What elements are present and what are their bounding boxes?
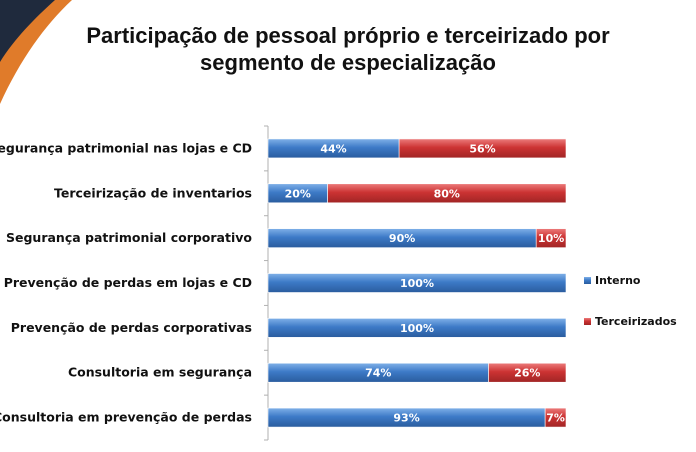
data-label: 90% — [389, 232, 415, 245]
category-label: Segurança patrimonial nas lojas e CD — [0, 140, 252, 155]
corner-dark-shape — [0, 0, 55, 62]
data-label: 44% — [320, 142, 346, 155]
legend-label-interno: Interno — [595, 274, 641, 287]
category-label: Prevenção de perdas em lojas e CD — [4, 275, 252, 290]
legend-swatch-interno — [584, 277, 591, 284]
data-label: 56% — [469, 142, 495, 155]
category-label: Consultoria em segurança — [68, 365, 252, 380]
category-label: Prevenção de perdas corporativas — [11, 320, 252, 335]
data-label: 74% — [365, 367, 391, 380]
data-label: 100% — [400, 322, 434, 335]
corner-decoration — [0, 0, 72, 104]
data-label: 100% — [400, 277, 434, 290]
bar-terceirizados — [398, 138, 567, 159]
data-label: 80% — [434, 187, 460, 200]
data-label: 26% — [514, 367, 540, 380]
chart-title: Participação de pessoal próprio e tercei… — [0, 22, 696, 76]
chart-title-line2: segmento de especialização — [200, 50, 496, 75]
data-label: 10% — [538, 232, 564, 245]
bar-terceirizados — [488, 362, 567, 383]
data-label: 20% — [285, 187, 311, 200]
bar-terceirizados — [544, 407, 567, 428]
chart-title-line1: Participação de pessoal próprio e tercei… — [86, 23, 610, 48]
data-label: 7% — [546, 412, 565, 425]
bar-terceirizados — [535, 228, 567, 248]
category-label: Consultoria em prevenção de perdas — [0, 410, 252, 425]
category-label: Terceirização de inventarios — [54, 185, 252, 200]
data-label: 93% — [393, 412, 419, 425]
legend-label-terceirizados: Terceirizados — [595, 315, 677, 328]
category-label: Segurança patrimonial corporativo — [6, 230, 252, 245]
bar-terceirizados — [327, 183, 567, 204]
legend-swatch-terceirizados — [584, 318, 591, 325]
bar-interno — [267, 273, 567, 293]
bar-interno — [267, 318, 567, 338]
